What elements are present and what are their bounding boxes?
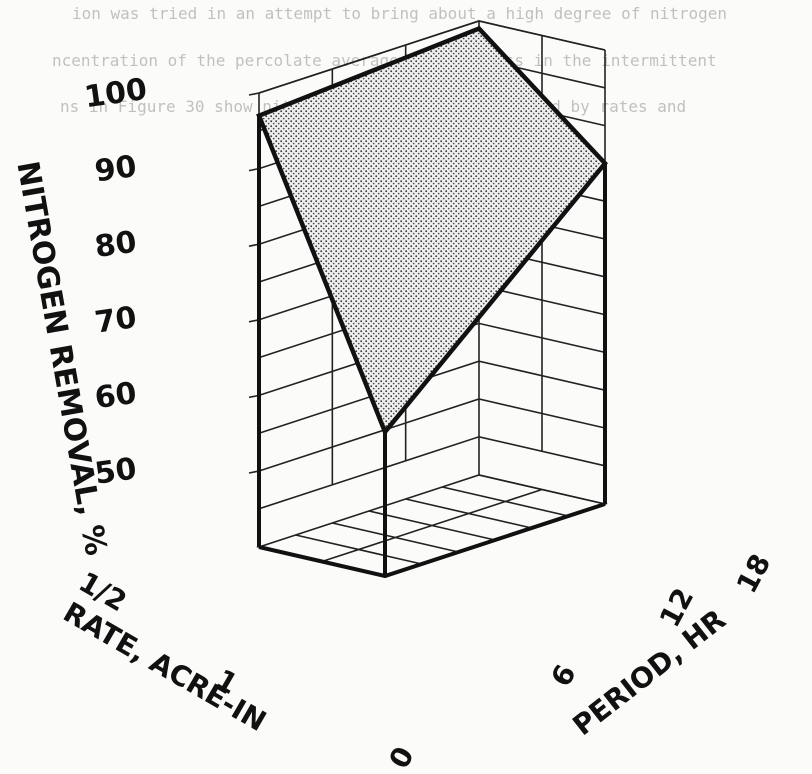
gridline-z-45 — [258, 435, 606, 510]
z-tick-label-100: 100 — [82, 72, 149, 115]
z-tick-label-50: 50 — [93, 451, 139, 491]
background-text-line-1: ion was tried in an attempt to bring abo… — [72, 4, 727, 23]
frame-top — [258, 20, 606, 94]
floor-front-edges — [258, 502, 606, 579]
floor-gridline-rate-0 — [321, 488, 543, 563]
period-tick-label-6: 6 — [544, 659, 582, 692]
z-tick-label-90: 90 — [93, 149, 139, 189]
background-text-line-2: ncentration of the percolate averaged 50… — [52, 51, 717, 70]
chart-surface — [256, 25, 608, 437]
z-tick-label-60: 60 — [93, 376, 139, 416]
gridline-z-50 — [258, 398, 606, 472]
surface-plane — [256, 25, 608, 437]
z-tick-label-80: 80 — [93, 225, 139, 265]
period-tick-label-0: 0 — [382, 741, 420, 774]
x-axis-label: RATE, ACRE-IN — [58, 595, 272, 738]
chart-pillars — [257, 115, 607, 579]
y-axis-label: PERIOD, HR — [566, 603, 731, 742]
z-tick-100 — [248, 92, 260, 96]
period-tick-label-18: 18 — [730, 549, 777, 599]
z-axis-label: NITROGEN REMOVAL, % — [9, 159, 113, 559]
z-tick-label-70: 70 — [93, 300, 139, 340]
